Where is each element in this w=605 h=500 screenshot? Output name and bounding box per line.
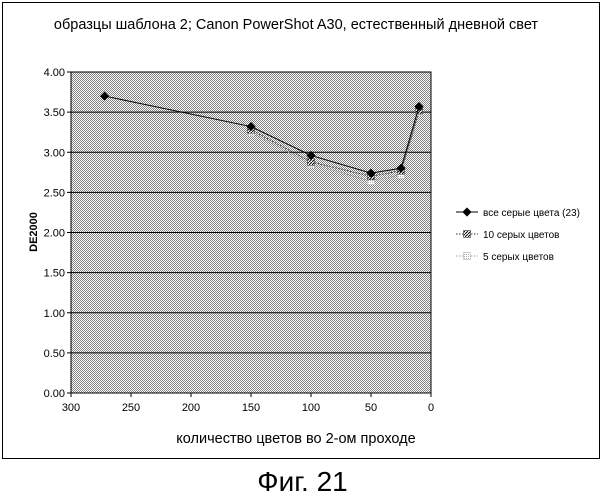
y-tick-label: 1.00 <box>44 308 65 320</box>
data-point-marker <box>464 253 471 260</box>
y-tick-label: 2.00 <box>44 228 65 240</box>
x-tick-label: 250 <box>122 402 140 414</box>
x-tick-label: 200 <box>182 402 200 414</box>
y-tick-label: 3.50 <box>44 107 65 119</box>
data-point-marker <box>463 208 471 216</box>
y-axis-label: DE2000 <box>28 212 40 252</box>
data-point-marker <box>464 231 471 238</box>
chart-svg: образцы шаблона 2; Canon PowerShot A30, … <box>0 0 605 460</box>
legend-item: 5 серых цветов <box>456 252 554 263</box>
x-tick-label: 100 <box>302 402 320 414</box>
x-tick-label: 0 <box>428 402 434 414</box>
y-tick-label: 2.50 <box>44 187 65 199</box>
legend-label: все серые цвета (23) <box>483 208 580 219</box>
x-axis-label: количество цветов во 2-ом проходе <box>176 431 415 447</box>
y-tick-label: 1.50 <box>44 268 65 280</box>
figure-caption: Фиг. 21 <box>0 466 605 498</box>
legend-item: все серые цвета (23) <box>456 208 580 219</box>
legend-label: 10 серых цветов <box>483 230 560 241</box>
x-tick-label: 300 <box>62 402 80 414</box>
legend: все серые цвета (23) 10 серых цветов 5 сер… <box>456 208 580 263</box>
x-tick-label: 150 <box>242 402 260 414</box>
x-axis: 300 250 200 150 100 50 0 <box>62 393 434 414</box>
legend-item: 10 серых цветов <box>456 230 560 241</box>
y-tick-label: 4.00 <box>44 67 65 79</box>
legend-label: 5 серых цветов <box>483 252 554 263</box>
x-tick-label: 50 <box>365 402 377 414</box>
y-tick-label: 0.50 <box>44 348 65 360</box>
y-tick-label: 0.00 <box>44 388 65 400</box>
chart-title: образцы шаблона 2; Canon PowerShot A30, … <box>54 17 538 33</box>
y-tick-label: 3.00 <box>44 147 65 159</box>
y-axis: 0.00 0.50 1.00 1.50 2.00 2.50 3.00 3.50 4.00 <box>44 67 71 400</box>
